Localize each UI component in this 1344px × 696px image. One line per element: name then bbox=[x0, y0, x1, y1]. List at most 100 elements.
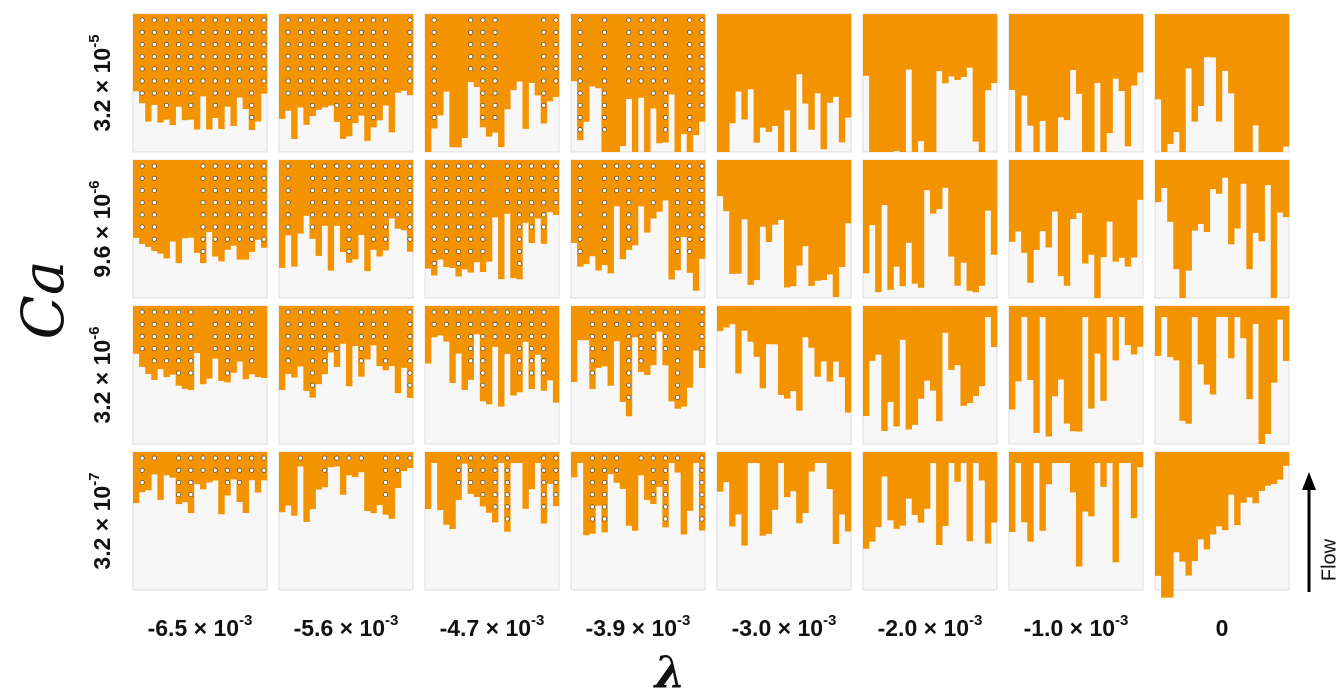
pore bbox=[370, 334, 376, 339]
invading-fluid bbox=[230, 306, 237, 373]
invading-fluid bbox=[1130, 160, 1138, 258]
invading-fluid bbox=[218, 14, 225, 130]
pore bbox=[212, 200, 218, 206]
row-label-exponent: -6 bbox=[86, 180, 103, 193]
pore bbox=[139, 29, 145, 35]
invading-fluid bbox=[1051, 14, 1059, 152]
invading-fluid bbox=[1179, 306, 1186, 421]
invading-fluid bbox=[212, 306, 219, 359]
invading-fluid bbox=[729, 452, 736, 527]
pore bbox=[626, 42, 632, 47]
invading-fluid bbox=[759, 160, 767, 227]
pore bbox=[249, 212, 255, 218]
pore bbox=[650, 321, 656, 327]
invading-fluid bbox=[571, 160, 578, 243]
pore bbox=[602, 334, 607, 339]
pore bbox=[395, 200, 401, 206]
pore bbox=[480, 42, 486, 47]
pore bbox=[310, 29, 315, 35]
invading-fluid bbox=[668, 306, 675, 402]
pore bbox=[431, 200, 437, 206]
pore bbox=[675, 224, 681, 230]
invading-fluid bbox=[376, 452, 383, 506]
pore bbox=[237, 163, 243, 169]
invading-fluid bbox=[1228, 160, 1235, 245]
pore bbox=[395, 455, 401, 461]
invading-fluid bbox=[905, 452, 913, 499]
pore bbox=[480, 346, 486, 352]
invading-fluid bbox=[1130, 452, 1138, 519]
pore bbox=[650, 29, 656, 35]
pore bbox=[224, 78, 230, 84]
invading-fluid bbox=[692, 452, 700, 464]
invading-fluid bbox=[473, 452, 481, 497]
invading-fluid bbox=[1009, 160, 1016, 242]
pore bbox=[261, 236, 267, 242]
invading-fluid bbox=[1100, 160, 1107, 258]
pore bbox=[456, 248, 461, 254]
invading-fluid bbox=[133, 160, 140, 238]
invading-fluid bbox=[400, 452, 408, 472]
invading-fluid bbox=[1161, 160, 1168, 188]
pore bbox=[176, 455, 182, 461]
invading-fluid bbox=[1063, 452, 1071, 464]
pore bbox=[456, 261, 461, 266]
pore bbox=[224, 224, 230, 230]
invading-fluid bbox=[364, 452, 371, 511]
invading-fluid bbox=[1215, 14, 1223, 122]
pore bbox=[224, 309, 230, 315]
pore bbox=[383, 321, 389, 327]
pore bbox=[322, 467, 328, 473]
invading-fluid bbox=[546, 160, 554, 213]
pore bbox=[151, 29, 157, 35]
pore bbox=[212, 346, 218, 352]
invading-fluid bbox=[449, 160, 456, 268]
pore bbox=[468, 54, 474, 60]
invading-fluid bbox=[1258, 160, 1265, 242]
pore bbox=[589, 467, 595, 473]
invading-fluid bbox=[777, 160, 785, 220]
pore bbox=[468, 17, 474, 23]
invading-fluid bbox=[869, 14, 876, 152]
invading-fluid bbox=[723, 452, 730, 483]
pore bbox=[662, 66, 668, 72]
invading-fluid bbox=[181, 452, 189, 503]
pore bbox=[662, 346, 668, 352]
pore bbox=[346, 224, 352, 230]
pore bbox=[334, 163, 340, 169]
invading-fluid bbox=[394, 14, 402, 93]
invading-fluid bbox=[1015, 452, 1022, 464]
invading-fluid bbox=[485, 306, 493, 405]
pore bbox=[504, 200, 510, 206]
pore bbox=[577, 29, 583, 35]
pore bbox=[346, 29, 352, 35]
pore bbox=[638, 78, 644, 84]
pore bbox=[237, 467, 243, 473]
invading-fluid bbox=[437, 452, 444, 511]
pore bbox=[602, 188, 607, 193]
invading-fluid bbox=[790, 14, 797, 152]
invading-fluid bbox=[820, 452, 827, 464]
pore bbox=[224, 175, 230, 181]
invading-fluid bbox=[814, 452, 821, 464]
pore bbox=[687, 90, 693, 96]
pore bbox=[431, 309, 437, 315]
pore bbox=[577, 224, 583, 230]
pore bbox=[334, 212, 340, 218]
invading-fluid bbox=[1191, 14, 1198, 122]
pore bbox=[638, 175, 644, 181]
pore bbox=[577, 127, 583, 133]
invading-fluid bbox=[540, 452, 548, 524]
invading-fluid bbox=[461, 160, 468, 270]
pore bbox=[212, 66, 218, 72]
pore bbox=[164, 42, 169, 47]
pore bbox=[541, 17, 547, 23]
pore bbox=[151, 346, 157, 352]
invading-fluid bbox=[753, 306, 760, 357]
pore bbox=[638, 42, 644, 47]
invading-fluid bbox=[984, 452, 992, 544]
pore bbox=[492, 90, 498, 96]
pore bbox=[638, 54, 644, 60]
invading-fluid bbox=[1015, 160, 1022, 232]
invading-fluid bbox=[449, 306, 456, 383]
